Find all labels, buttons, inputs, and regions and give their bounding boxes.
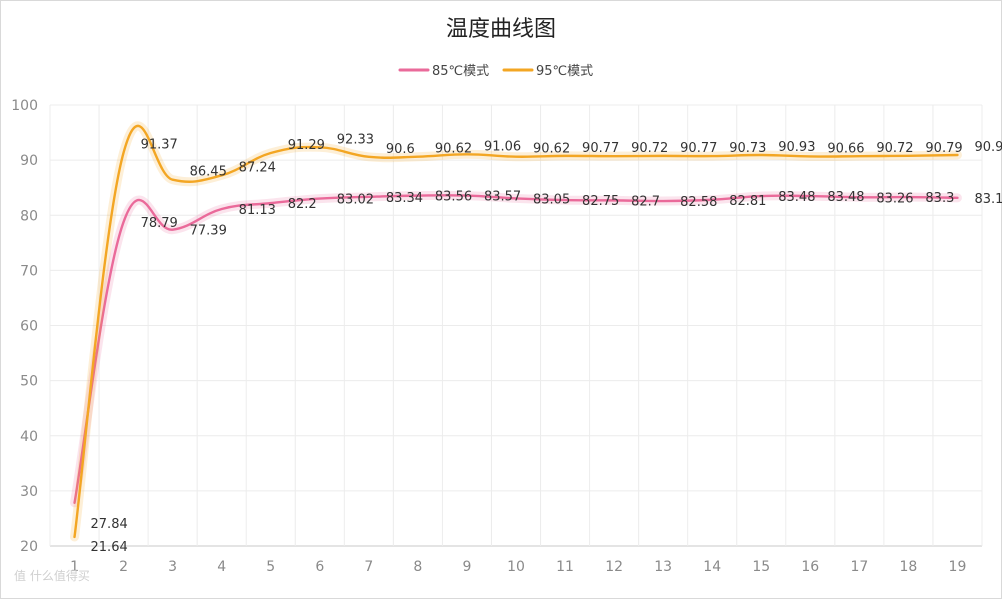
x-tick-label: 16 xyxy=(801,559,819,575)
y-tick-label: 100 xyxy=(11,98,38,114)
data-label: 90.66 xyxy=(827,141,864,156)
y-tick-label: 20 xyxy=(20,539,38,555)
data-label: 82.58 xyxy=(680,195,717,210)
data-label: 90.72 xyxy=(631,141,668,156)
y-tick-label: 70 xyxy=(20,263,38,279)
chart-title: 温度曲线图 xyxy=(446,17,556,42)
x-tick-label: 5 xyxy=(266,559,275,575)
data-label: 83.3 xyxy=(925,191,954,206)
x-tick-label: 2 xyxy=(119,559,128,575)
data-label: 82.75 xyxy=(582,194,619,209)
data-label: 83.16 xyxy=(974,192,1002,207)
data-labels: 27.84 78.79 77.39 81.13 82.2 83.02 83.34 83.56 8… xyxy=(91,132,1002,555)
series-group xyxy=(70,121,962,542)
x-tick-label: 18 xyxy=(900,559,918,575)
x-tick-label: 3 xyxy=(168,559,177,575)
x-tick-label: 4 xyxy=(217,559,226,575)
series-line-1 xyxy=(73,194,959,504)
data-label: 83.48 xyxy=(778,190,815,205)
data-label: 91.37 xyxy=(141,138,178,153)
data-label: 83.34 xyxy=(386,191,423,206)
x-tick-label: 14 xyxy=(703,559,721,575)
x-tick-label: 10 xyxy=(507,559,525,575)
data-label: 81.13 xyxy=(239,203,276,218)
x-axis: 1 2 3 4 5 6 7 8 9 10 11 12 13 14 15 16 17 18 19 xyxy=(70,559,966,575)
data-label: 90.62 xyxy=(435,142,472,157)
legend-label: 95℃模式 xyxy=(536,64,593,79)
data-label: 83.05 xyxy=(533,192,570,207)
data-label: 86.45 xyxy=(190,165,227,180)
legend: 85℃模式 95℃模式 xyxy=(398,64,593,79)
x-tick-label: 7 xyxy=(364,559,373,575)
data-label: 83.56 xyxy=(435,190,472,205)
y-tick-label: 80 xyxy=(20,208,38,224)
x-tick-label: 1 xyxy=(70,559,79,575)
data-label: 83.02 xyxy=(337,193,374,208)
data-label: 83.26 xyxy=(876,191,913,206)
data-label: 90.93 xyxy=(974,140,1002,155)
x-tick-label: 8 xyxy=(413,559,422,575)
x-tick-label: 13 xyxy=(654,559,672,575)
data-label: 90.77 xyxy=(680,141,717,156)
data-label: 91.06 xyxy=(484,139,521,154)
data-label: 90.72 xyxy=(876,141,913,156)
data-label: 77.39 xyxy=(190,224,227,239)
data-label: 90.6 xyxy=(386,142,415,157)
data-label: 92.33 xyxy=(337,132,374,147)
data-label: 82.7 xyxy=(631,194,660,209)
series-line-2 xyxy=(73,124,959,539)
y-tick-label: 40 xyxy=(20,429,38,445)
y-tick-label: 50 xyxy=(20,374,38,390)
data-label: 82.2 xyxy=(288,197,317,212)
data-label: 78.79 xyxy=(141,216,178,231)
data-label: 83.57 xyxy=(484,190,521,205)
data-label: 90.79 xyxy=(925,141,962,156)
y-tick-label: 30 xyxy=(20,484,38,500)
y-axis: 20 30 40 50 60 70 80 90 100 xyxy=(11,98,38,555)
data-label: 90.73 xyxy=(729,141,766,156)
data-label: 90.77 xyxy=(582,141,619,156)
x-tick-label: 11 xyxy=(556,559,574,575)
data-label: 90.93 xyxy=(778,140,815,155)
legend-label: 85℃模式 xyxy=(432,64,489,79)
x-tick-label: 12 xyxy=(605,559,623,575)
series-shadow xyxy=(70,190,962,508)
data-label: 87.24 xyxy=(239,160,276,175)
x-tick-label: 6 xyxy=(315,559,324,575)
data-label: 82.81 xyxy=(729,194,766,209)
data-label: 83.48 xyxy=(827,190,864,205)
x-tick-label: 15 xyxy=(752,559,770,575)
y-tick-label: 90 xyxy=(20,153,38,169)
data-label: 21.64 xyxy=(91,540,128,555)
series-shadow xyxy=(70,121,962,542)
watermark: 值 什么值得买 xyxy=(14,568,90,583)
data-label: 27.84 xyxy=(91,517,128,532)
data-label: 90.62 xyxy=(533,142,570,157)
x-tick-label: 9 xyxy=(462,559,471,575)
x-tick-label: 17 xyxy=(850,559,868,575)
x-tick-label: 19 xyxy=(949,559,967,575)
y-tick-label: 60 xyxy=(20,319,38,335)
data-label: 91.29 xyxy=(288,138,325,153)
